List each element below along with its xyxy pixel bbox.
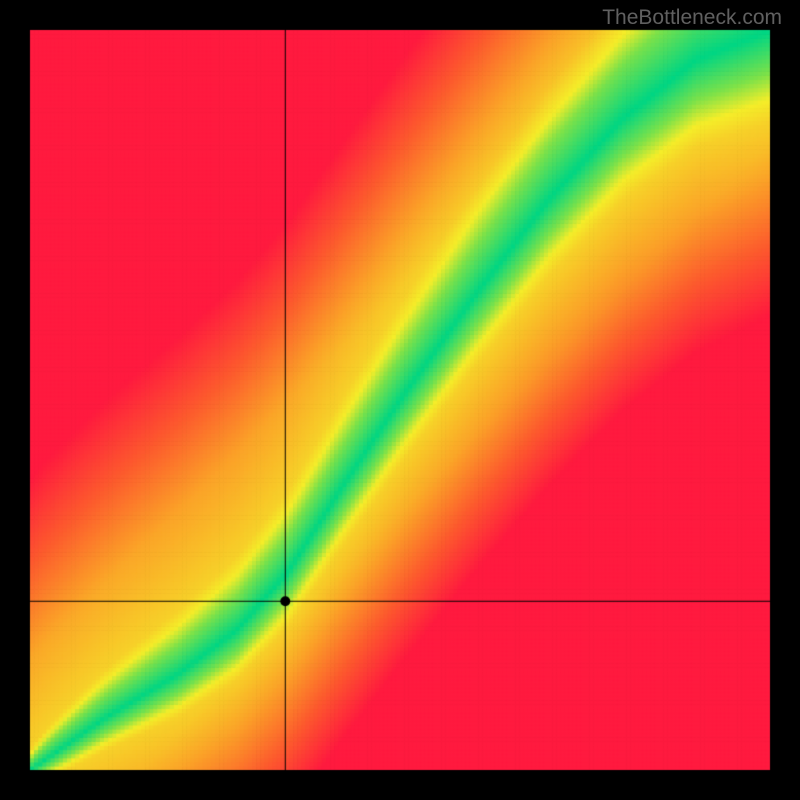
watermark-text: TheBottleneck.com	[602, 6, 782, 30]
chart-container: TheBottleneck.com	[0, 0, 800, 800]
heatmap-canvas	[0, 0, 800, 800]
